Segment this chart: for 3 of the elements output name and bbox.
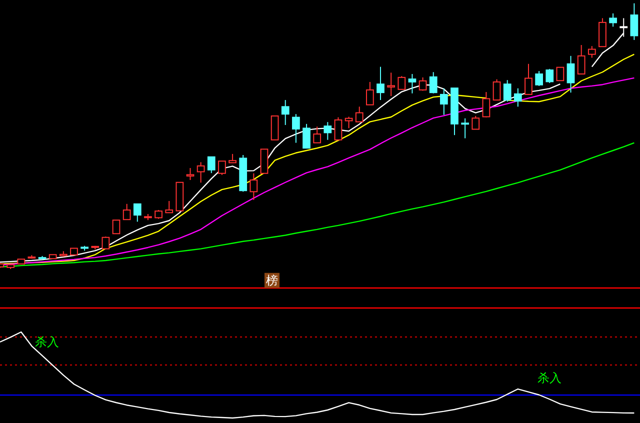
- text: 榜: [266, 273, 278, 288]
- annotation: 杀入: [35, 335, 60, 349]
- annotation: 杀入: [538, 371, 562, 385]
